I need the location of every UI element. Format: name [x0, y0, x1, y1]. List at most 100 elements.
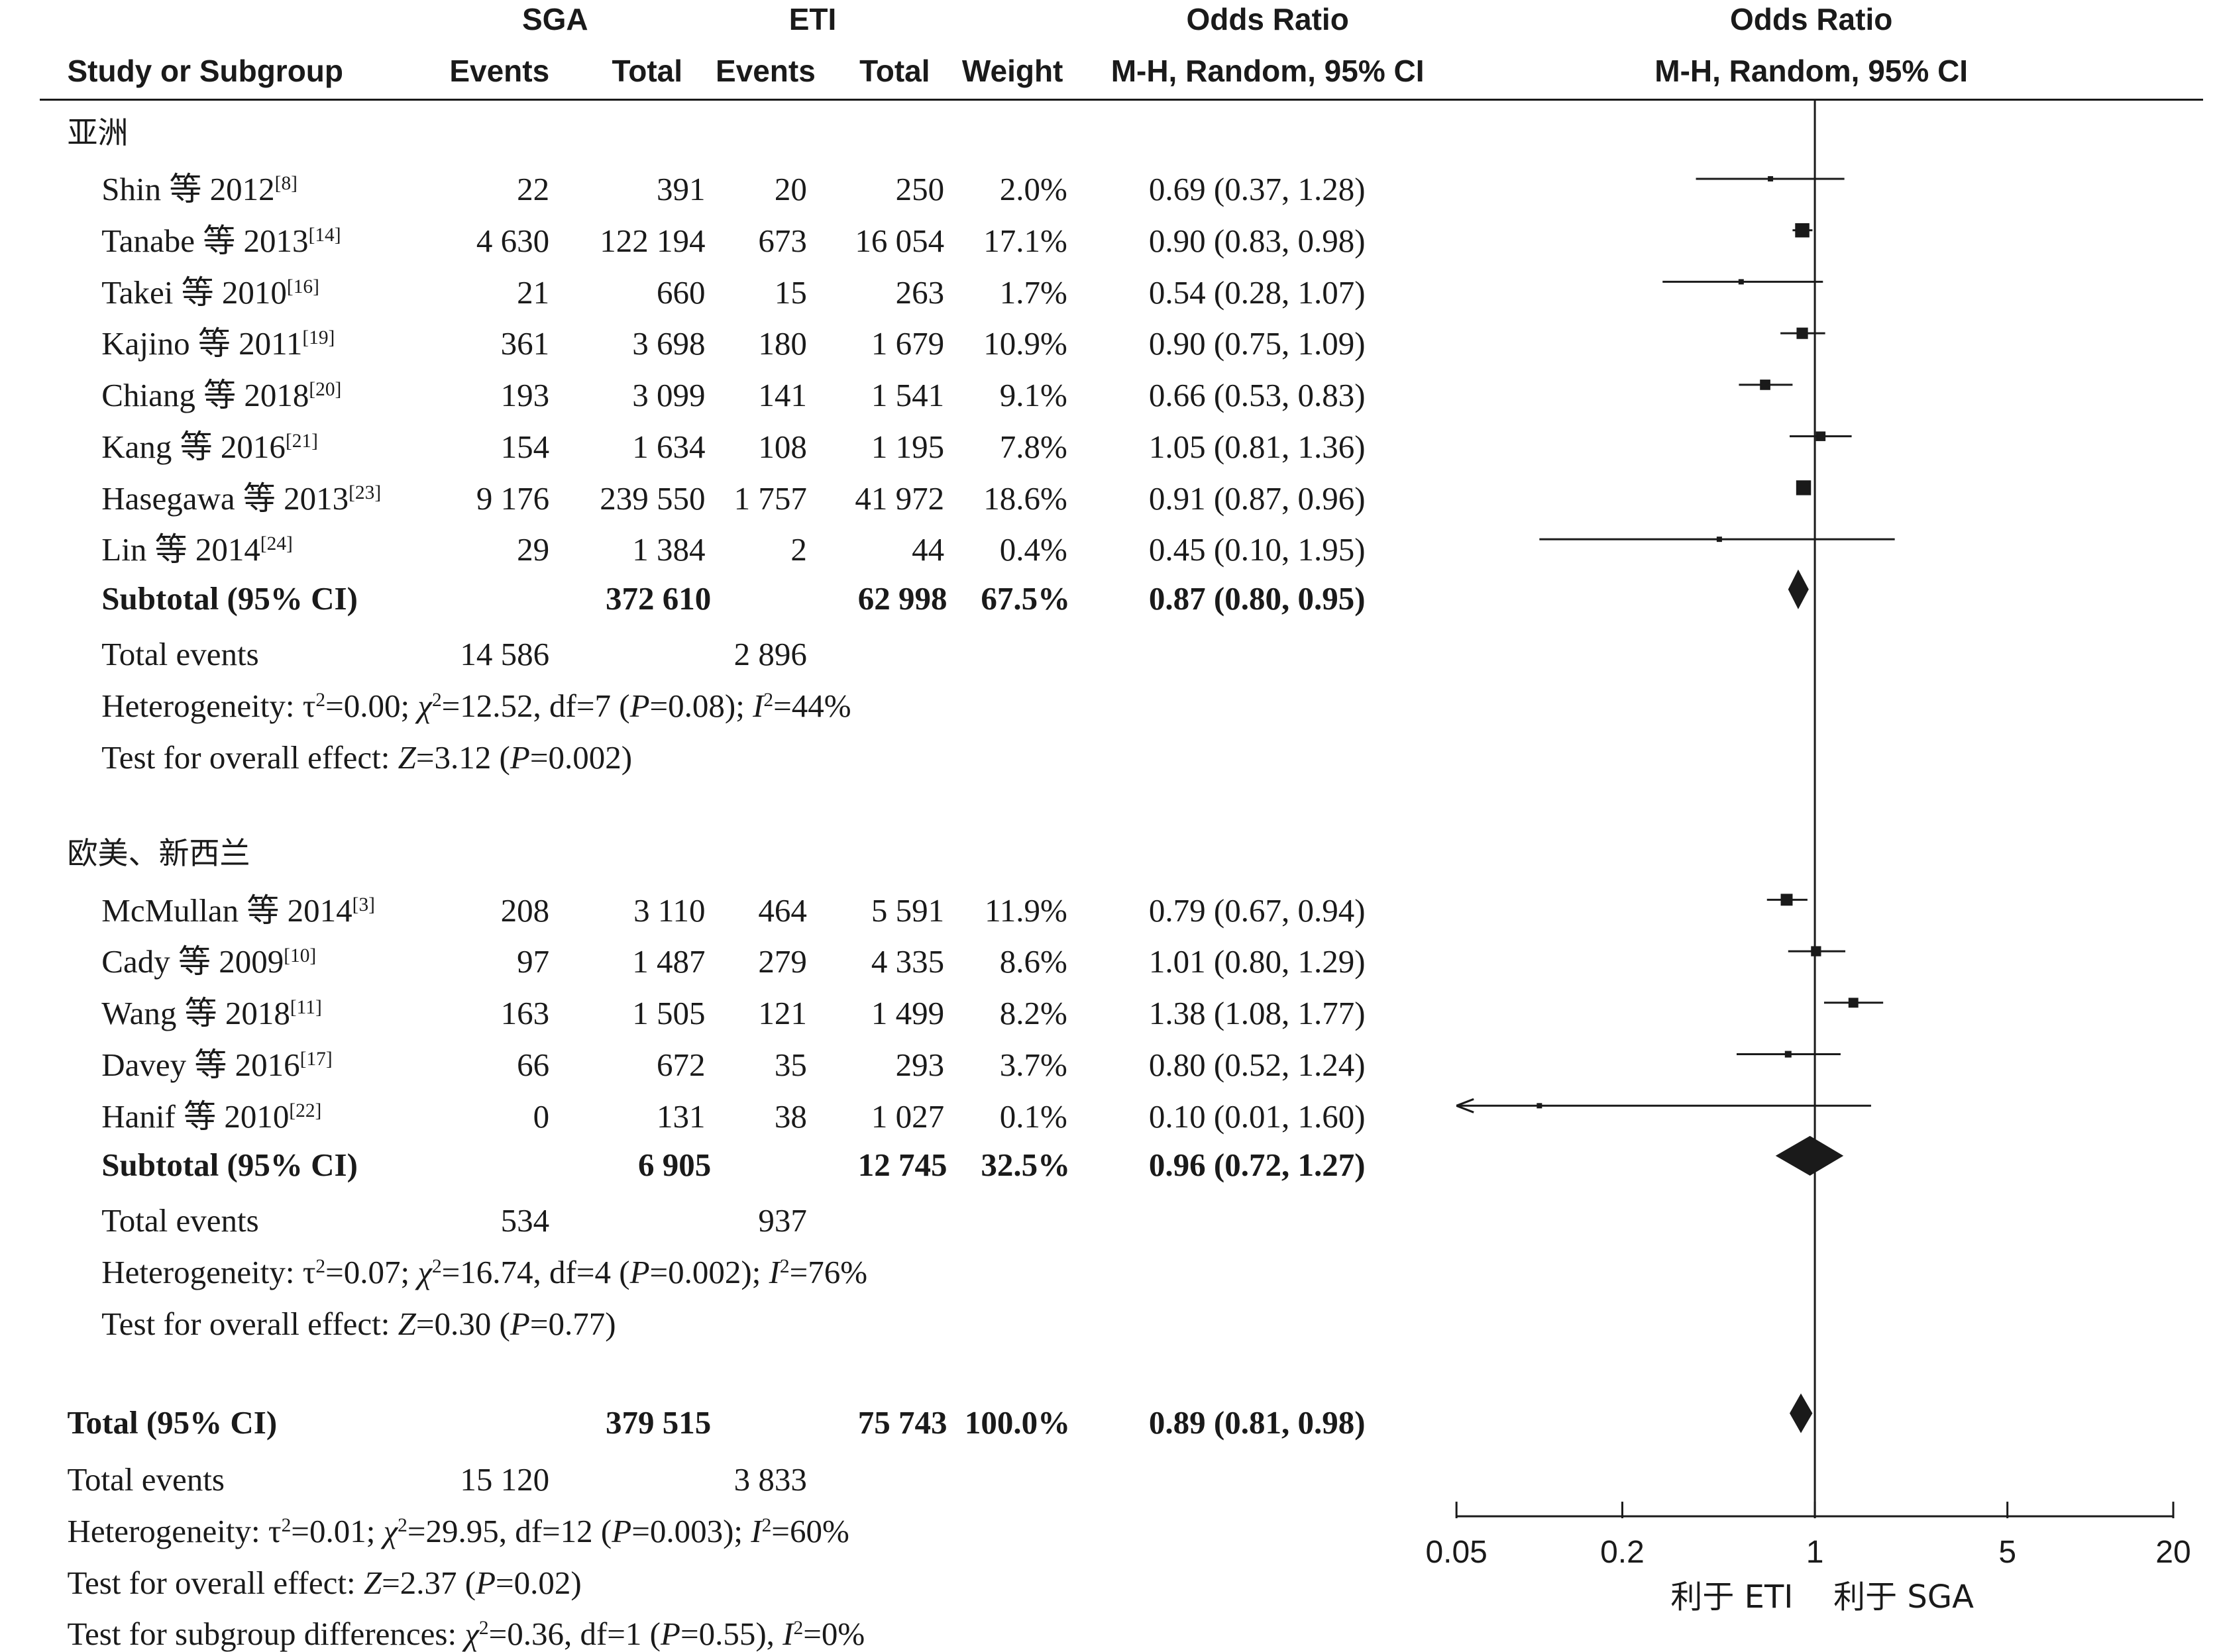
study-ci-value: 0.80 (0.52, 1.24) [1148, 1046, 1366, 1083]
study-name: Hasegawa 等 2013[23] [101, 482, 381, 515]
study-total2-value: 1 195 [871, 428, 945, 465]
subtotal-weight: 32.5% [981, 1149, 1070, 1181]
pooled-estimate-diamond [1790, 1393, 1813, 1433]
study-name-text: Hanif 等 2010 [101, 1098, 290, 1135]
x-tick-label: 20 [2155, 1535, 2190, 1570]
overall-total-events-label: Total events [67, 1463, 224, 1496]
study-total1-value: 1 487 [632, 943, 706, 980]
study-total2-value: 1 679 [871, 325, 945, 362]
subgroup-title-text: 亚洲 [67, 114, 129, 150]
study-total2: 250 [896, 173, 945, 205]
study-total1-value: 3 698 [632, 325, 706, 362]
study-ci: 0.54 (0.28, 1.07) [1149, 276, 1366, 309]
study-events2-value: 673 [758, 222, 807, 259]
study-weight-value: 0.4% [999, 531, 1067, 568]
i2-value: 44% [791, 687, 851, 724]
subtotal-ci-value: 0.87 (0.80, 0.95) [1148, 580, 1366, 617]
total-events2: 2 896 [734, 638, 807, 670]
study-name-text: Kang 等 2016 [101, 428, 286, 465]
x-tick-label: 5 [1998, 1535, 2016, 1570]
study-events2-value: 20 [774, 171, 807, 208]
study-ci: 0.90 (0.75, 1.09) [1149, 327, 1366, 360]
subtotal-label-text: Subtotal (95% CI) [101, 1146, 358, 1183]
total-total1-value: 379 515 [605, 1404, 712, 1441]
point-estimate-square [1848, 998, 1859, 1008]
point-estimate-square [1716, 537, 1722, 542]
total-events-label: Total events [101, 638, 258, 670]
study-events1-value: 193 [500, 377, 550, 414]
df-value: 7 [594, 687, 611, 724]
subtotal-ci: 0.87 (0.80, 0.95) [1149, 582, 1366, 615]
ci-arrow [1456, 1098, 1474, 1113]
subtotal-ci-value: 0.96 (0.72, 1.27) [1148, 1146, 1366, 1183]
study-total2-value: 4 335 [871, 943, 945, 980]
study-name: Shin 等 2012[8] [101, 173, 297, 205]
overall-prefix: Test for overall effect: [101, 1305, 398, 1342]
study-name: Chiang 等 2018[20] [101, 379, 341, 411]
total-total2: 75 743 [858, 1406, 947, 1439]
study-name: Lin 等 2014[24] [101, 533, 293, 566]
study-weight-value: 8.6% [999, 943, 1067, 980]
study-name-text: Hasegawa 等 2013 [101, 480, 349, 517]
study-name-text: Wang 等 2018 [101, 995, 290, 1032]
study-weight-value: 9.1% [999, 377, 1067, 414]
header-or-table-label: Odds Ratio [1186, 2, 1349, 37]
study-events1: 21 [517, 276, 549, 309]
total-events1: 534 [501, 1204, 550, 1237]
header-events2: Events [716, 56, 816, 86]
study-weight-value: 10.9% [983, 325, 1067, 362]
study-total1: 1 505 [632, 997, 705, 1029]
study-events2-value: 2 [790, 531, 807, 568]
study-weight: 9.1% [1000, 379, 1067, 411]
header-rule [40, 99, 2204, 101]
study-weight: 8.6% [1000, 945, 1067, 978]
study-name-text: Takei 等 2010 [101, 274, 287, 311]
study-total2: 293 [896, 1049, 945, 1081]
study-events1: 154 [501, 431, 550, 463]
point-estimate-square [1796, 480, 1811, 495]
subtotal-total2-value: 12 745 [857, 1146, 947, 1183]
study-events1-value: 9 176 [476, 480, 550, 517]
df-value: 12 [560, 1512, 593, 1549]
subtotal-weight-value: 32.5% [981, 1146, 1071, 1183]
total-weight: 100.0% [965, 1406, 1070, 1439]
point-estimate-square [1796, 327, 1808, 339]
study-events2: 141 [758, 379, 807, 411]
study-name: Cady 等 2009[10] [101, 945, 316, 978]
header-events1-label: Events [449, 53, 550, 88]
x-tick-label: 1 [1806, 1535, 1824, 1570]
study-weight: 11.9% [985, 894, 1067, 927]
total-events-label-text: Total events [101, 1202, 259, 1239]
study-weight-value: 11.9% [985, 892, 1067, 929]
study-total2: 4 335 [871, 945, 944, 978]
study-events2-value: 35 [774, 1046, 807, 1083]
total-events1-value: 14 586 [460, 636, 550, 673]
total-events1-value: 534 [500, 1202, 550, 1239]
overall-effect-line: Test for overall effect: Z=0.30 (P=0.77) [101, 1305, 616, 1342]
study-name-text: Cady 等 2009 [101, 943, 284, 980]
subtotal-label: Subtotal (95% CI) [101, 1149, 358, 1181]
header-method-table-label: M-H, Random, 95% CI [1110, 53, 1425, 88]
study-name: Kang 等 2016[21] [101, 431, 318, 463]
study-total1-value: 660 [657, 274, 706, 311]
z-value: 0.30 [434, 1305, 492, 1342]
study-events1: 208 [501, 894, 550, 927]
study-events1-value: 21 [517, 274, 550, 311]
study-events2-value: 279 [758, 943, 807, 980]
study-events2-value: 1 757 [733, 480, 807, 517]
total-label-text: Total (95% CI) [67, 1404, 278, 1441]
study-events2: 121 [758, 997, 807, 1029]
study-weight-value: 3.7% [999, 1046, 1067, 1083]
pooled-estimate-diamond [1775, 1135, 1844, 1176]
study-total1: 239 550 [600, 482, 705, 515]
study-ci: 0.80 (0.52, 1.24) [1149, 1049, 1366, 1081]
study-ref: [8] [274, 173, 297, 195]
total-total1: 379 515 [606, 1406, 711, 1439]
study-ci-value: 1.38 (1.08, 1.77) [1148, 995, 1366, 1032]
study-total2-value: 16 054 [855, 222, 945, 259]
point-estimate-square [1811, 946, 1821, 956]
study-weight: 0.4% [1000, 533, 1067, 566]
study-events1: 0 [533, 1100, 550, 1133]
study-name-text: McMullan 等 2014 [101, 892, 352, 929]
study-weight-value: 17.1% [983, 222, 1067, 259]
